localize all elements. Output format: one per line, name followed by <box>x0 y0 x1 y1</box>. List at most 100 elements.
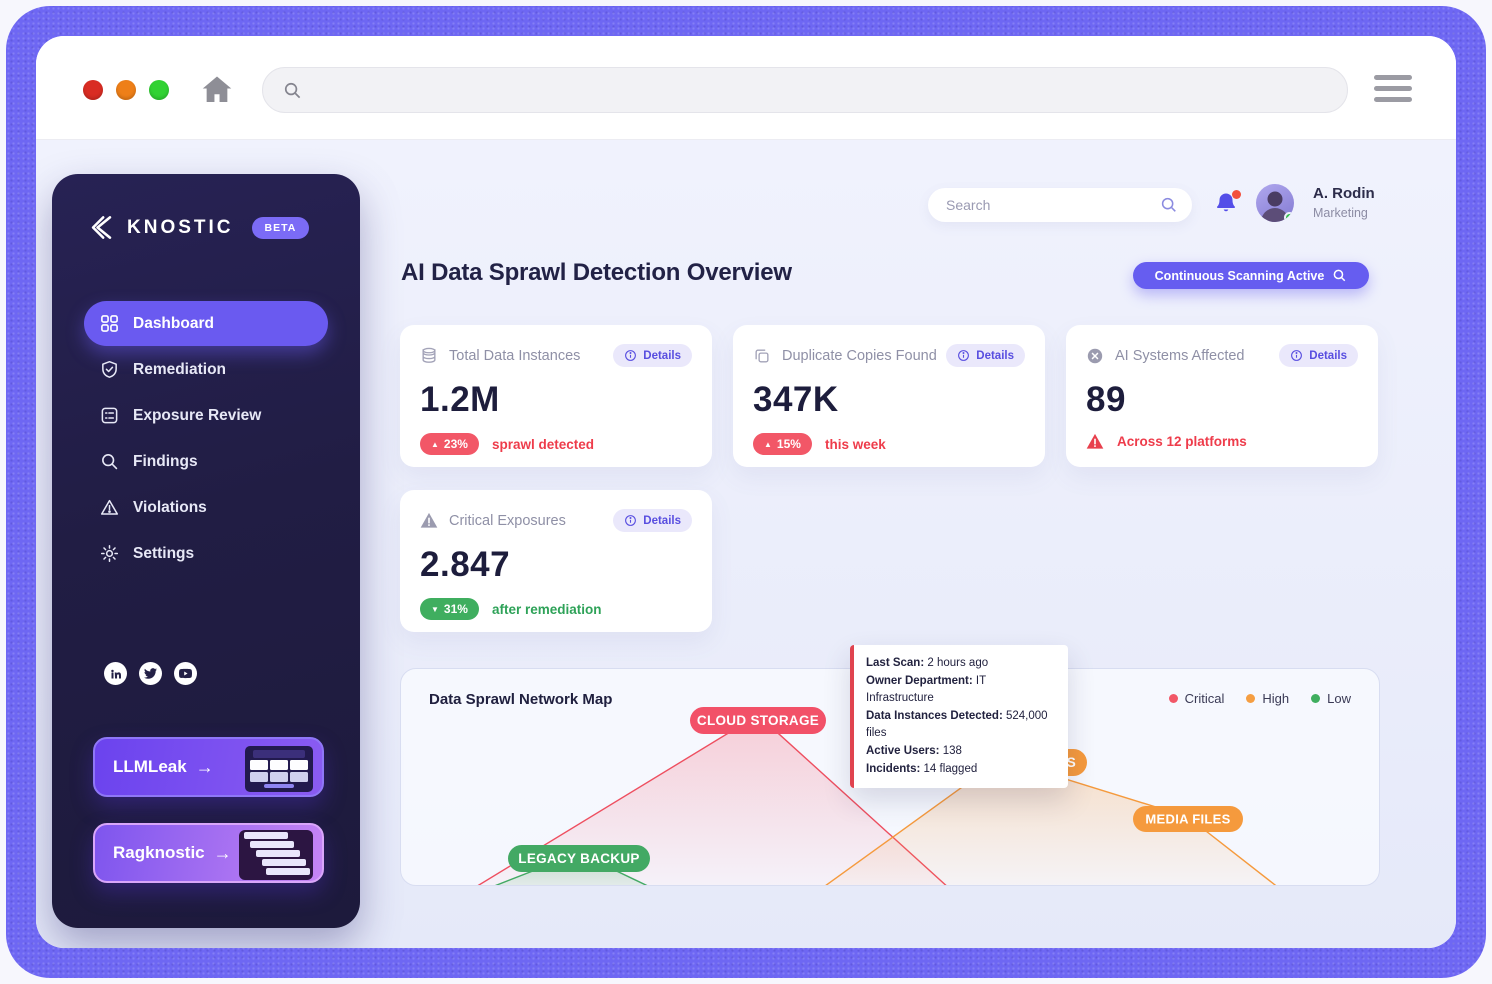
details-button[interactable]: Details <box>613 344 692 367</box>
menu-button[interactable] <box>1374 75 1412 102</box>
x-circle-icon <box>1086 347 1104 365</box>
window-controls <box>83 80 169 100</box>
database-icon <box>420 347 438 365</box>
continuous-scanning-button[interactable]: Continuous Scanning Active <box>1133 262 1369 289</box>
stat-note: after remediation <box>491 601 602 617</box>
legend-critical: Critical <box>1168 691 1224 706</box>
delta-badge: ▲ 23% <box>420 433 479 455</box>
stat-card-duplicate-copies: Duplicate Copies Found Details 347K ▲ 15… <box>733 325 1045 467</box>
online-status-dot <box>1284 212 1294 222</box>
tooltip-row: Last Scan: 2 hours ago <box>866 657 989 669</box>
network-map-card: CLOUD STORAGE ANALYTICS REPORTS MEDIA FI… <box>400 668 1380 886</box>
home-icon <box>202 76 232 102</box>
sidebar-item-remediation[interactable]: Remediation <box>84 347 328 392</box>
avatar[interactable] <box>1256 184 1294 222</box>
promo-llmleak[interactable]: LLMLeak → <box>93 737 324 797</box>
cloud-storage-zone[interactable] <box>456 714 961 886</box>
checklist-icon <box>101 407 118 424</box>
search-icon <box>284 82 301 98</box>
url-bar[interactable] <box>262 67 1348 113</box>
sidebar-item-label: Violations <box>133 498 207 516</box>
delta-badge: ▲ 15% <box>753 433 812 455</box>
search-icon <box>1161 197 1176 212</box>
details-label: Details <box>976 349 1014 362</box>
app-content: KNOSTIC BETA Dashboard Remediation <box>36 140 1456 948</box>
info-icon <box>625 515 637 526</box>
beta-badge: BETA <box>251 216 310 239</box>
details-button[interactable]: Details <box>946 344 1025 367</box>
details-label: Details <box>1309 349 1347 362</box>
youtube-link[interactable] <box>174 662 197 685</box>
stat-note: sprawl detected <box>491 436 594 452</box>
stat-value: 2.847 <box>420 545 511 584</box>
node-label: MEDIA FILES <box>1145 812 1230 827</box>
bell-icon <box>1217 193 1235 212</box>
notifications-button[interactable] <box>1214 190 1242 220</box>
high-dot-icon <box>1246 694 1256 703</box>
details-label: Details <box>643 349 681 362</box>
warning-triangle-icon <box>420 512 438 529</box>
tooltip-row: Active Users: 138 <box>866 744 962 757</box>
details-label: Details <box>643 514 681 527</box>
stat-card-total-data-instances: Total Data Instances Details 1.2M ▲ 23% … <box>400 325 712 467</box>
sidebar-item-label: Settings <box>133 544 195 562</box>
brand: KNOSTIC BETA <box>52 174 360 241</box>
sidebar-item-label: Findings <box>133 452 198 470</box>
minimize-window-button[interactable] <box>116 80 136 100</box>
close-window-button[interactable] <box>83 80 103 100</box>
hamburger-icon <box>1374 75 1412 80</box>
node-media-files[interactable]: MEDIA FILES <box>1133 806 1243 832</box>
info-icon <box>625 350 637 361</box>
linkedin-icon <box>110 669 121 678</box>
stat-note: Across 12 platforms <box>1117 434 1247 449</box>
promo-label: Ragknostic <box>113 843 205 862</box>
sidebar-item-label: Dashboard <box>133 314 214 332</box>
details-button[interactable]: Details <box>613 509 692 532</box>
scan-button-label: Continuous Scanning Active <box>1154 268 1325 283</box>
linkedin-link[interactable] <box>104 662 127 685</box>
node-label: CLOUD STORAGE <box>697 713 819 728</box>
sidebar-item-dashboard[interactable]: Dashboard <box>84 301 328 346</box>
stat-value: 1.2M <box>420 380 500 419</box>
grid-icon <box>101 315 118 332</box>
legend-high: High <box>1246 691 1289 706</box>
legend-low: Low <box>1311 691 1351 706</box>
promo-label: LLMLeak <box>113 757 187 776</box>
shield-check-icon <box>102 360 117 378</box>
youtube-icon <box>179 668 192 679</box>
ragknostic-thumbnail <box>239 830 313 880</box>
search-icon <box>102 454 118 470</box>
home-button[interactable] <box>199 72 235 108</box>
delta-badge: ▼ 31% <box>420 598 479 620</box>
twitter-link[interactable] <box>139 662 162 685</box>
stat-label: AI Systems Affected <box>1115 347 1245 364</box>
node-cloud-storage[interactable]: CLOUD STORAGE <box>690 707 826 734</box>
promo-ragknostic[interactable]: Ragknostic → <box>93 823 324 883</box>
search-icon <box>1333 269 1346 282</box>
node-tooltip: Last Scan: 2 hours ago Owner Department:… <box>850 645 1068 789</box>
sidebar-item-violations[interactable]: Violations <box>84 485 328 530</box>
llmleak-thumbnail <box>245 746 313 792</box>
search-input[interactable] <box>946 197 1160 213</box>
stat-card-ai-systems-affected: AI Systems Affected Details 89 <box>1066 325 1378 467</box>
sidebar-item-exposure-review[interactable]: Exposure Review <box>84 393 328 438</box>
sidebar-item-settings[interactable]: Settings <box>84 531 328 576</box>
notification-dot <box>1232 190 1241 199</box>
node-label: LEGACY BACKUP <box>518 851 639 866</box>
sidebar-item-findings[interactable]: Findings <box>84 439 328 484</box>
node-legacy-backup[interactable]: LEGACY BACKUP <box>508 845 650 872</box>
browser-window: KNOSTIC BETA Dashboard Remediation <box>36 36 1456 948</box>
stat-label: Total Data Instances <box>449 347 581 364</box>
details-button[interactable]: Details <box>1279 344 1358 367</box>
tooltip-row: Owner Department: IT Infrastructure <box>866 674 986 705</box>
dashboard-search[interactable] <box>928 188 1192 222</box>
stat-label: Duplicate Copies Found <box>782 347 937 364</box>
url-input[interactable] <box>312 81 1327 99</box>
sidebar-item-label: Exposure Review <box>133 406 262 424</box>
user-role: Marketing <box>1313 206 1368 220</box>
sidebar: KNOSTIC BETA Dashboard Remediation <box>52 174 360 928</box>
sprawl-mountains: CLOUD STORAGE ANALYTICS REPORTS MEDIA FI… <box>456 707 1277 886</box>
up-arrow-icon: ▲ <box>431 439 439 449</box>
info-icon <box>1291 350 1303 361</box>
maximize-window-button[interactable] <box>149 80 169 100</box>
